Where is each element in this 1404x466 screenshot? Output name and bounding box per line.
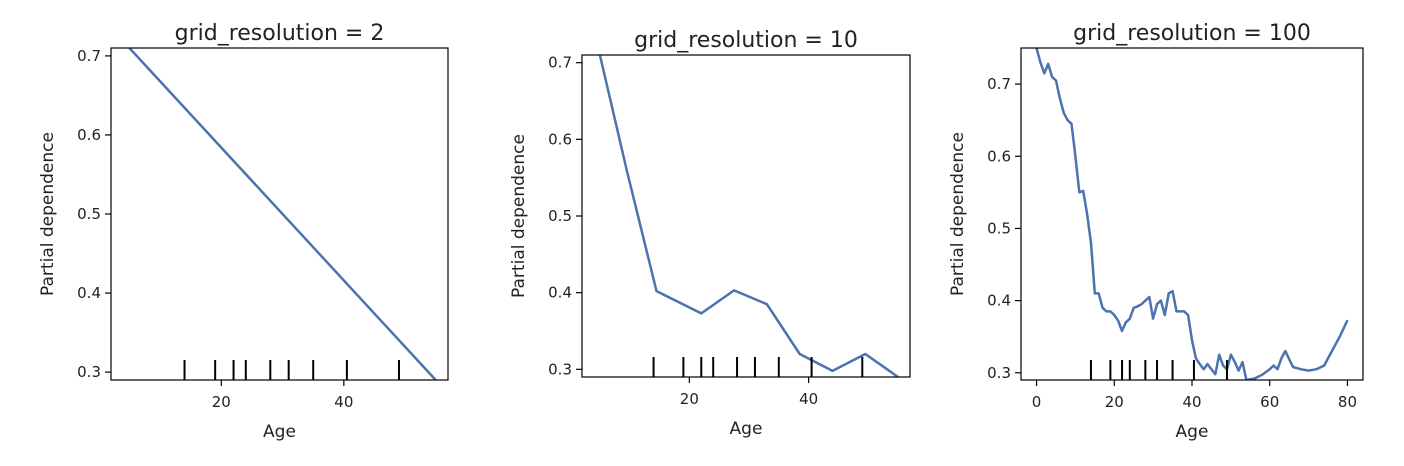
y-tick-label: 0.7 (987, 75, 1011, 93)
x-tick-label: 20 (212, 393, 231, 411)
subplot-2: 20 40 0.3 0.4 0.5 0.6 0.7 grid_resolution = 10 A… (509, 28, 911, 439)
x-tick-label: 80 (1338, 393, 1357, 411)
x-tick-label: 60 (1260, 393, 1279, 411)
x-tick-label: 40 (799, 390, 818, 408)
axes-frame (110, 47, 449, 381)
y-axis-label: Partial dependence (948, 132, 968, 296)
x-axis-label: Age (730, 419, 763, 439)
subplot-title: grid_resolution = 100 (1073, 21, 1311, 46)
y-tick-label: 0.7 (548, 54, 572, 72)
y-tick-label: 0.4 (77, 284, 101, 302)
x-tick-label: 0 (1032, 393, 1042, 411)
subplot-title: grid_resolution = 2 (175, 21, 385, 46)
y-tick-label: 0.5 (987, 219, 1011, 237)
y-tick-label: 0.3 (77, 363, 101, 381)
y-axis-label: Partial dependence (38, 132, 58, 296)
x-axis-label: Age (263, 422, 296, 442)
y-tick-label: 0.4 (548, 284, 572, 302)
x-tick-label: 40 (334, 393, 353, 411)
y-tick-label: 0.3 (548, 360, 572, 378)
axes-frame (1020, 47, 1364, 381)
y-tick-label: 0.6 (548, 130, 572, 148)
axes-frame (581, 54, 911, 378)
partial-dependence-line (128, 48, 437, 380)
y-axis-label: Partial dependence (509, 134, 529, 298)
y-tick-label: 0.4 (987, 292, 1011, 310)
x-axis-label: Age (1176, 422, 1209, 442)
partial-dependence-line (598, 55, 899, 377)
x-tick-label: 20 (680, 390, 699, 408)
y-tick-label: 0.3 (987, 364, 1011, 382)
subplot-title: grid_resolution = 10 (634, 28, 858, 53)
y-tick-label: 0.6 (77, 126, 101, 144)
x-tick-label: 20 (1105, 393, 1124, 411)
y-tick-label: 0.6 (987, 147, 1011, 165)
y-tick-label: 0.7 (77, 47, 101, 65)
x-tick-label: 40 (1182, 393, 1201, 411)
y-tick-label: 0.5 (548, 207, 572, 225)
y-tick-label: 0.5 (77, 205, 101, 223)
subplot-3: 0 20 40 60 80 0.3 0.4 0.5 0.6 0.7 grid_resolution … (948, 21, 1364, 442)
partial-dependence-line (1035, 48, 1349, 380)
subplot-1: 20 40 0.3 0.4 0.5 0.6 0.7 grid_resolution = 2 Ag… (38, 21, 449, 442)
